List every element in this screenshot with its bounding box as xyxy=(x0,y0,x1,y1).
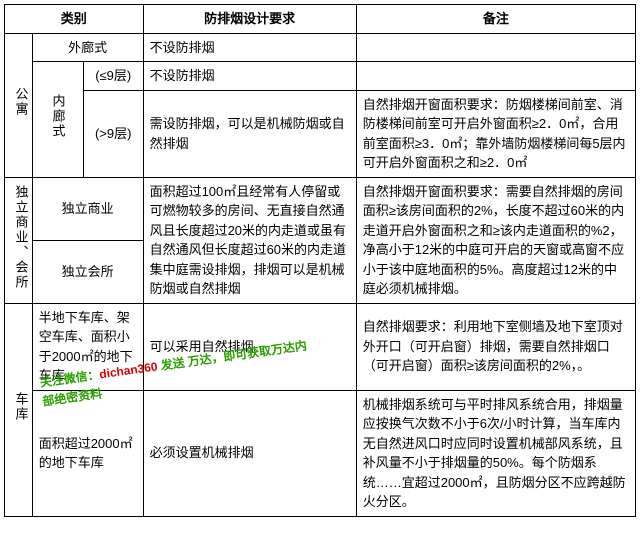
cell: 内廊式 xyxy=(32,62,83,178)
table-row: 独立商业、会所 独立商业 面积超过100㎡且经常有人停留或可燃物较多的房间、无直… xyxy=(5,177,636,240)
cell: 自然排烟要求：利用地下室侧墙及地下室顶对外开口（可开启窗）排烟，需要自然排烟口（… xyxy=(356,303,635,390)
table-row: 内廊式 (≤9层) 不设防排烟 xyxy=(5,62,636,91)
cell: 面积超过100㎡且经常有人停留或可燃物较多的房间、无直接自然通风且长度超过20米… xyxy=(143,177,356,303)
cell: 独立商业 xyxy=(32,177,143,240)
header-row: 类别 防排烟设计要求 备注 xyxy=(5,5,636,34)
group-apartment: 公寓 xyxy=(5,33,33,177)
cell xyxy=(356,33,635,62)
cell: 自然排烟开窗面积要求：防烟楼梯间前室、消防楼梯间前室可开启外窗面积≥2．0㎡，合… xyxy=(356,90,635,177)
cell: (>9层) xyxy=(83,90,143,177)
table-row: 车库 半地下车库、架空车库、面积小于2000㎡的地下车库 可以采用自然排烟 关注… xyxy=(5,303,636,390)
cell: 独立会所 xyxy=(32,240,143,303)
cell-text: 可以采用自然排烟 xyxy=(150,339,254,354)
col-requirement: 防排烟设计要求 xyxy=(143,5,356,34)
cell: 半地下车库、架空车库、面积小于2000㎡的地下车库 xyxy=(32,303,143,390)
cell: 不设防排烟 xyxy=(143,33,356,62)
group-commercial: 独立商业、会所 xyxy=(5,177,33,303)
spec-table: 类别 防排烟设计要求 备注 公寓 外廊式 不设防排烟 内廊式 (≤9层) 不设防… xyxy=(4,4,636,517)
table-row: (>9层) 需设防排烟，可以是机械防烟或自然排烟 自然排烟开窗面积要求：防烟楼梯… xyxy=(5,90,636,177)
cell: 面积超过2000㎡的地下车库 xyxy=(32,390,143,516)
table-row: 面积超过2000㎡的地下车库 必须设置机械排烟 机械排烟系统可与平时排风系统合用… xyxy=(5,390,636,516)
cell xyxy=(356,62,635,91)
cell: 机械排烟系统可与平时排风系统合用，排烟量应按换气次数不小于6次/小时计算，当车库… xyxy=(356,390,635,516)
cell: 可以采用自然排烟 关注微信：dichan360 发送 万达，即可获取万达内 部绝… xyxy=(143,303,356,390)
cell: 外廊式 xyxy=(32,33,143,62)
cell: 不设防排烟 xyxy=(143,62,356,91)
col-category: 类别 xyxy=(5,5,144,34)
cell: 自然排烟开窗面积要求：需要自然排烟的房间面积≥该房间面积的2%，长度不超过60米… xyxy=(356,177,635,303)
cell: (≤9层) xyxy=(83,62,143,91)
group-garage: 车库 xyxy=(5,303,33,516)
cell: 必须设置机械排烟 xyxy=(143,390,356,516)
table-row: 公寓 外廊式 不设防排烟 xyxy=(5,33,636,62)
col-note: 备注 xyxy=(356,5,635,34)
cell: 需设防排烟，可以是机械防烟或自然排烟 xyxy=(143,90,356,177)
